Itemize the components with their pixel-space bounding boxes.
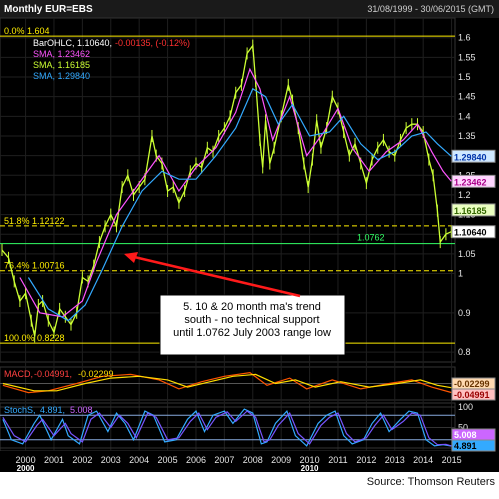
x-tick-label: 2002 [72,455,92,465]
annotation-box [159,294,346,356]
support-label: 1.0762 [357,233,385,243]
main-y-tick-label: 0.8 [458,347,471,357]
stoch-tag-box [451,439,496,452]
annotation-line: 5. 10 & 20 month ma's trend [183,301,321,313]
legend-entry-change: -0.00135, (-0.12%) [115,38,190,48]
legend-entry: SMA, 1.29840 [33,71,90,81]
main-y-tick-label: 1.35 [458,131,476,141]
macd-value-2: -0.02299 [78,369,114,379]
header-bar [0,0,499,18]
legend-entry: BarOHLC, 1.10640, [33,38,112,48]
x-tick-label: 2000 [16,455,36,465]
stoch-value-1: 4.891, [40,405,65,415]
date-range: 31/08/1999 - 30/06/2015 (GMT) [367,4,494,14]
annotation-line: south - no technical support [184,314,319,326]
price-tag-text: 1.10640 [454,228,487,238]
main-y-tick-label: 1.55 [458,52,476,62]
series-line-2 [27,87,452,322]
price-tag-box [451,225,496,239]
fib-level-label: 76.4% 1.00716 [4,261,65,271]
x-tick-label: 2009 [271,455,291,465]
macd-tag-box [451,388,496,401]
fib-level-label: 51.8% 1.12122 [4,216,65,226]
price-tag-text: 1.16185 [454,206,487,216]
macd-value-1: -0.04991, [34,369,72,379]
x-tick-label: 2015 [442,455,462,465]
x-axis-band [0,451,499,472]
legend-entry: SMA, 1.16185 [33,60,90,70]
stoch-series-line [2,410,452,447]
price-tag-text: 1.23462 [454,177,487,187]
macd-label: MACD, [4,369,33,379]
x-decade-label: 2010 [301,464,319,473]
stoch-tag-text: 5.008 [454,430,477,440]
chart-title: Monthly EUR=EBS [4,4,93,15]
x-tick-label: 2013 [385,455,405,465]
macd-tag-text: -0.02299 [454,379,490,389]
annotation-arrow-head [124,252,138,263]
main-y-tick-label: 1.5 [458,72,471,82]
x-tick-label: 2004 [129,455,149,465]
x-tick-label: 2014 [413,455,433,465]
price-tag-box [451,149,496,163]
main-y-tick-label: 1.4 [458,111,471,121]
annotation-text: 5. 10 & 20 month ma's trend south - no te… [173,301,331,339]
macd-series-line [2,373,452,392]
x-tick-label: 2010 [300,455,320,465]
price-tag-text: 1.29840 [454,152,487,162]
annotation-line: until 1.0762 July 2003 range low [173,327,331,339]
source-credit: Source: Thomson Reuters [366,476,495,488]
main-y-tick-label: 1.45 [458,92,476,102]
x-decade-label: 2000 [17,464,35,473]
x-tick-label: 2011 [328,455,347,465]
stoch-value-2: 5.008 [70,405,93,415]
main-y-tick-label: 1 [458,269,463,279]
main-y-tick-label: 0.9 [458,308,471,318]
macd-series-line [2,371,452,394]
x-tick-label: 2001 [44,455,64,465]
x-tick-label: 2005 [158,455,178,465]
stoch-series-line [2,408,452,447]
x-tick-label: 2003 [101,455,121,465]
stoch-label: StochS, [4,405,36,415]
stoch-y-tick-label: 100 [458,402,473,412]
x-tick-label: 2008 [243,455,263,465]
macd-tag-text: -0.04991 [454,390,490,400]
legend-entry: SMA, 1.23462 [33,49,90,59]
price-tag-box [451,203,496,217]
price-tag-box [451,174,496,188]
x-tick-label: 2006 [186,455,206,465]
main-y-tick-label: 1.2 [458,190,471,200]
main-y-tick-label: 1.05 [458,249,476,259]
x-tick-label: 2012 [356,455,376,465]
fib-level-label: 0.0% 1.604 [4,26,50,36]
annotation-arrow-line [129,254,301,298]
stoch-y-tick-label: 50 [458,423,468,433]
main-y-tick-label: 1.6 [458,33,471,43]
series-line-1 [19,67,452,318]
x-tick-label: 2007 [214,455,234,465]
stoch-tag-text: 4.891 [454,441,477,451]
